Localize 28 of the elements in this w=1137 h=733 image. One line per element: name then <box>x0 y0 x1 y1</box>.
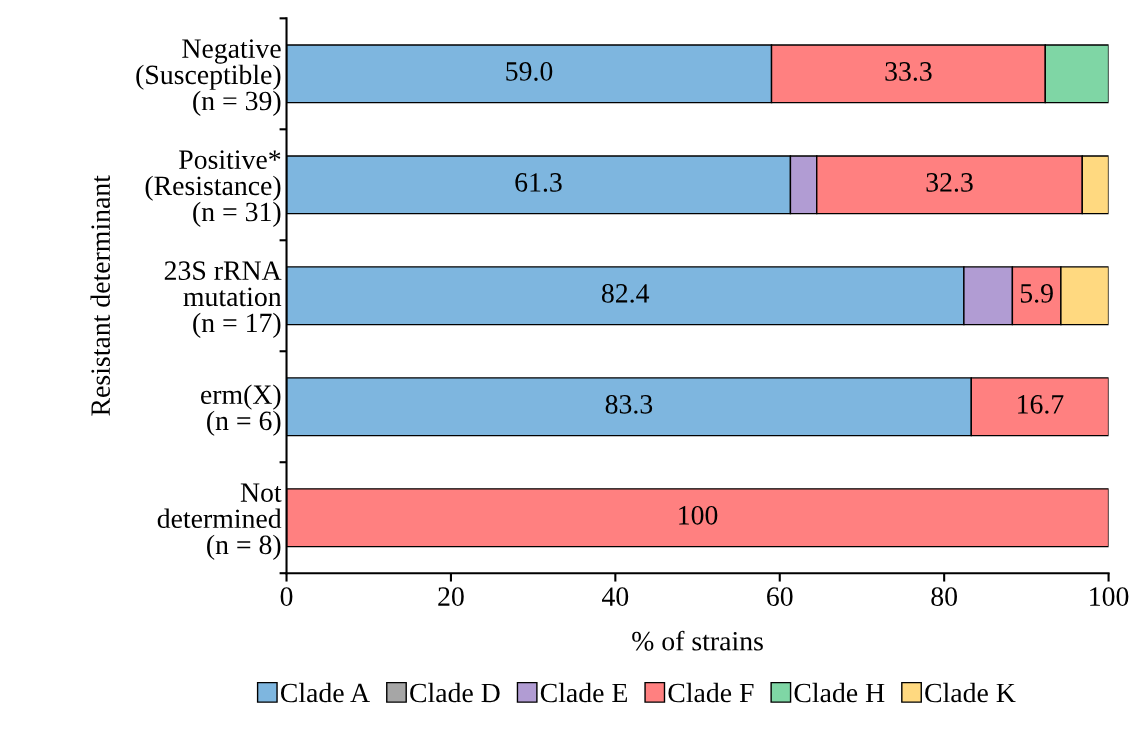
y-tick-label: Negative (Susceptible) (n = 39) <box>136 39 281 116</box>
y-tick-label: Not determined (n = 8) <box>157 483 282 560</box>
x-tick-label: 40 <box>602 587 629 606</box>
data-label: 16.7 <box>1018 395 1064 414</box>
y-tick-label: 23S rRNA mutation (n = 17) <box>164 261 282 338</box>
data-label: 33.3 <box>885 62 932 81</box>
x-axis-title: % of strains <box>632 630 763 651</box>
data-label: 32.3 <box>926 173 973 192</box>
data-label: 5.9 <box>1020 284 1053 303</box>
data-label: 59.0 <box>506 62 553 81</box>
x-tick-label: 100 <box>1090 587 1129 606</box>
legend-label: Clade A <box>280 682 370 703</box>
data-label: 100 <box>679 505 718 525</box>
y-axis-title: Resistant determinant <box>90 175 111 416</box>
y-tick-label: Positive* (Resistance) (n = 31) <box>145 150 281 227</box>
data-label: 83.3 <box>605 394 653 414</box>
x-tick-label: 0 <box>280 587 293 606</box>
legend-label: Clade D <box>410 682 500 703</box>
x-tick-label: 60 <box>767 587 793 606</box>
legend-label: Clade E <box>540 682 627 703</box>
legend-label: Clade F <box>668 682 754 703</box>
data-label: 61.3 <box>515 173 562 192</box>
legend-label: Clade K <box>925 682 1016 703</box>
data-label: 82.4 <box>601 283 650 303</box>
legend-label: Clade H <box>794 682 885 703</box>
x-tick-label: 80 <box>931 587 957 606</box>
y-tick-label: erm(X) (n = 6) <box>201 384 281 436</box>
x-tick-label: 20 <box>438 587 464 606</box>
